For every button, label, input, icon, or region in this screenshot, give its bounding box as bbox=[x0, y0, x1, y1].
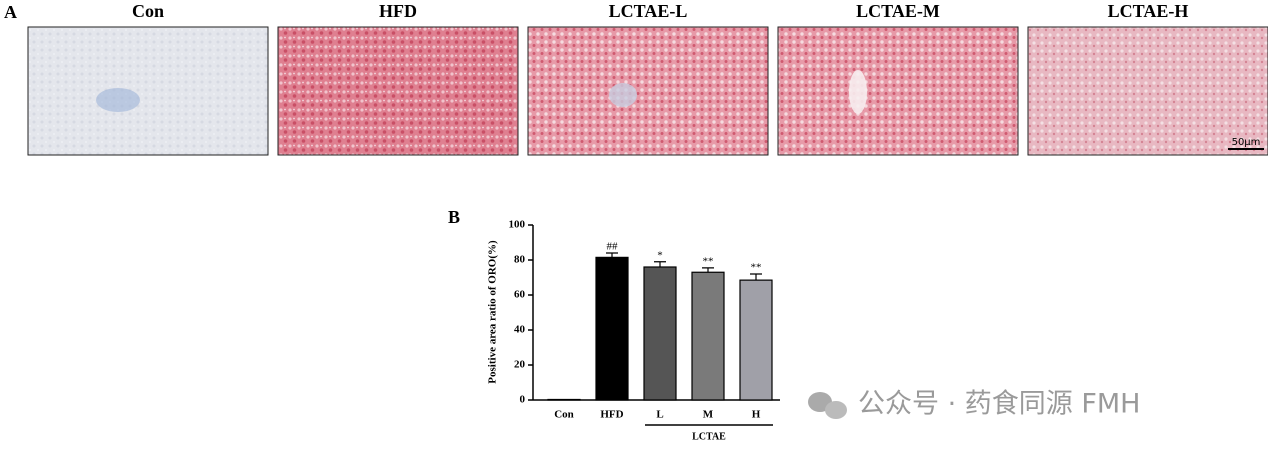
y-axis-label: Positive area ratio of ORO(%) bbox=[487, 240, 499, 384]
vessel bbox=[849, 70, 867, 114]
image-title: LCTAE-H bbox=[1108, 1, 1189, 21]
y-tick-label: 80 bbox=[514, 254, 526, 266]
error-bar bbox=[750, 273, 762, 281]
vessel bbox=[96, 88, 140, 112]
bar bbox=[643, 266, 677, 401]
panel-label: A bbox=[4, 2, 17, 22]
panel-label: B bbox=[448, 207, 460, 227]
x-tick-label: H bbox=[752, 409, 761, 421]
error-bar bbox=[654, 261, 666, 267]
watermark: 公众号 · 药食同源 FMH bbox=[858, 389, 1140, 420]
significance: ** bbox=[751, 262, 762, 274]
image-title: LCTAE-L bbox=[609, 1, 688, 21]
significance: ## bbox=[607, 241, 619, 253]
y-tick-label: 100 bbox=[509, 219, 526, 231]
x-tick-label: M bbox=[703, 409, 714, 421]
micrograph bbox=[27, 26, 269, 156]
bar bbox=[547, 398, 581, 401]
micrograph bbox=[777, 26, 1019, 156]
significance: ** bbox=[703, 255, 714, 267]
micrograph bbox=[277, 26, 519, 156]
bar bbox=[595, 256, 629, 401]
y-tick-label: 40 bbox=[514, 324, 526, 336]
x-tick-label: L bbox=[656, 409, 663, 421]
significance: * bbox=[657, 249, 663, 261]
y-tick-label: 20 bbox=[514, 359, 526, 371]
error-bar bbox=[606, 252, 618, 258]
error-bar bbox=[702, 267, 714, 273]
group-label: LCTAE bbox=[692, 431, 726, 442]
y-tick-label: 0 bbox=[520, 394, 526, 406]
image-title: HFD bbox=[379, 1, 417, 21]
micrograph bbox=[1027, 26, 1268, 156]
x-tick-label: Con bbox=[554, 409, 574, 421]
y-tick-label: 60 bbox=[514, 289, 526, 301]
scale-bar-label: 50μm bbox=[1232, 137, 1261, 148]
vessel bbox=[609, 83, 637, 107]
micrograph bbox=[527, 26, 769, 156]
wechat-icon bbox=[808, 392, 847, 419]
bar bbox=[691, 271, 725, 401]
x-tick-label: HFD bbox=[600, 409, 623, 421]
image-title: LCTAE-M bbox=[856, 1, 940, 21]
bar bbox=[739, 279, 773, 401]
image-title: Con bbox=[132, 1, 164, 21]
